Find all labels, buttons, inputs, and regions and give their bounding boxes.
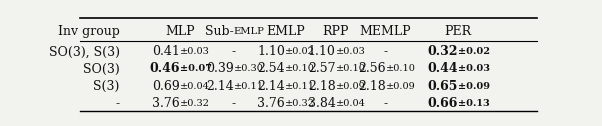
Text: 2.18: 2.18 (308, 80, 335, 93)
Text: ±0.07: ±0.07 (180, 65, 213, 73)
Text: 2.56: 2.56 (358, 62, 385, 75)
Text: PER: PER (444, 25, 471, 38)
Text: 0.65: 0.65 (427, 80, 458, 93)
Text: ±0.10: ±0.10 (335, 65, 365, 73)
Text: 0.46: 0.46 (150, 62, 180, 75)
Text: ±0.32: ±0.32 (180, 99, 210, 108)
Text: -: - (232, 97, 236, 110)
Text: ±0.30: ±0.30 (234, 65, 264, 73)
Text: 3.76: 3.76 (258, 97, 285, 110)
Text: ±0.03: ±0.03 (458, 65, 490, 73)
Text: 1.10: 1.10 (257, 45, 285, 58)
Text: -: - (116, 97, 120, 110)
Text: EMLP: EMLP (266, 25, 305, 38)
Text: ±0.09: ±0.09 (385, 82, 415, 91)
Text: 0.44: 0.44 (427, 62, 458, 75)
Text: 0.39: 0.39 (206, 62, 234, 75)
Text: 0.32: 0.32 (427, 45, 458, 58)
Text: ±0.10: ±0.10 (385, 65, 415, 73)
Text: 2.14: 2.14 (206, 80, 234, 93)
Text: 0.66: 0.66 (427, 97, 458, 110)
Text: 3.76: 3.76 (152, 97, 180, 110)
Text: SO(3): SO(3) (83, 62, 120, 75)
Text: ±0.02: ±0.02 (458, 48, 490, 56)
Text: ±0.11: ±0.11 (285, 82, 315, 91)
Text: 2.54: 2.54 (258, 62, 285, 75)
Text: 0.41: 0.41 (152, 45, 180, 58)
Text: ±0.11: ±0.11 (234, 82, 264, 91)
Text: ±0.03: ±0.03 (180, 48, 210, 56)
Text: EMLP: EMLP (234, 27, 265, 36)
Text: 2.14: 2.14 (258, 80, 285, 93)
Text: 2.57: 2.57 (308, 62, 335, 75)
Text: -: - (383, 45, 388, 58)
Text: RPP: RPP (322, 25, 349, 38)
Text: ±0.03: ±0.03 (335, 48, 365, 56)
Text: ±0.09: ±0.09 (458, 82, 490, 91)
Text: 0.69: 0.69 (152, 80, 180, 93)
Text: ±0.10: ±0.10 (285, 65, 315, 73)
Text: ±0.32: ±0.32 (285, 99, 315, 108)
Text: SO(3), S(3): SO(3), S(3) (49, 45, 120, 58)
Text: ±0.13: ±0.13 (458, 99, 489, 108)
Text: -: - (383, 97, 388, 110)
Text: MLP: MLP (166, 25, 195, 38)
Text: ±0.09: ±0.09 (335, 82, 365, 91)
Text: 3.84: 3.84 (308, 97, 335, 110)
Text: 2.18: 2.18 (358, 80, 385, 93)
Text: S(3): S(3) (93, 80, 120, 93)
Text: MEMLP: MEMLP (359, 25, 411, 38)
Text: ±0.02: ±0.02 (285, 48, 315, 56)
Text: -: - (232, 45, 236, 58)
Text: Inv group: Inv group (58, 25, 120, 38)
Text: Sub-: Sub- (205, 25, 234, 38)
Text: ±0.04: ±0.04 (335, 99, 365, 108)
Text: ±0.04: ±0.04 (180, 82, 210, 91)
Text: 1.10: 1.10 (308, 45, 335, 58)
